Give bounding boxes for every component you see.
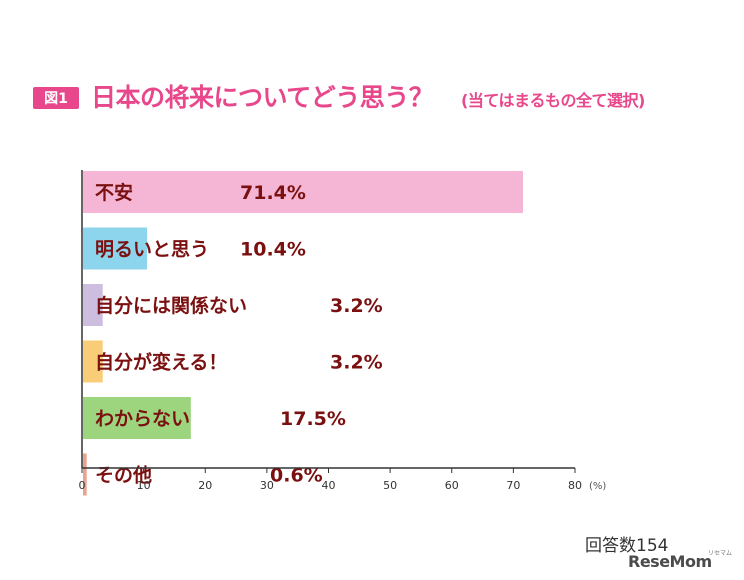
- category-label-2: 自分には関係ない: [95, 294, 247, 317]
- resemom-logo: ReseMom: [628, 552, 712, 571]
- bar-0: [83, 171, 524, 213]
- category-label-4: わからない: [95, 408, 190, 430]
- x-tick-label-5: 50: [383, 479, 397, 492]
- x-tick-label-8: 80: [568, 479, 582, 492]
- value-label-4: 17.5%: [280, 408, 346, 430]
- category-label-1: 明るいと思う: [95, 239, 209, 261]
- category-label-5: その他: [95, 464, 152, 487]
- x-tick-label-6: 60: [445, 479, 459, 492]
- bar-4: [83, 397, 191, 439]
- x-tick-label-1: 10: [137, 479, 151, 492]
- value-label-3: 3.2%: [330, 352, 383, 374]
- chart-title: 日本の将来についてどう思う？: [91, 83, 434, 112]
- value-label-2: 3.2%: [330, 295, 383, 317]
- x-tick-label-0: 0: [79, 479, 86, 492]
- respondent-count: 回答数154: [585, 536, 669, 556]
- x-axis-unit: (%): [589, 481, 606, 492]
- resemom-logo-sub: リセマム: [708, 550, 733, 557]
- x-tick-label-7: 70: [506, 479, 520, 492]
- x-tick-label-2: 20: [198, 479, 212, 492]
- value-label-1: 10.4%: [240, 239, 306, 261]
- category-label-3: 自分が変える！: [95, 351, 227, 374]
- bar-3: [83, 340, 103, 383]
- figure-badge: 図1: [33, 87, 79, 109]
- value-label-0: 71.4%: [240, 182, 306, 204]
- x-tick-label-4: 40: [322, 479, 336, 492]
- bar-1: [83, 227, 148, 270]
- bar-5: [83, 453, 87, 496]
- x-tick-label-3: 30: [260, 479, 274, 492]
- bar-2: [83, 284, 103, 326]
- value-label-5: 0.6%: [270, 465, 323, 487]
- chart-subtitle: (当てはまるもの全て選択): [461, 91, 645, 110]
- category-label-0: 不安: [95, 181, 133, 204]
